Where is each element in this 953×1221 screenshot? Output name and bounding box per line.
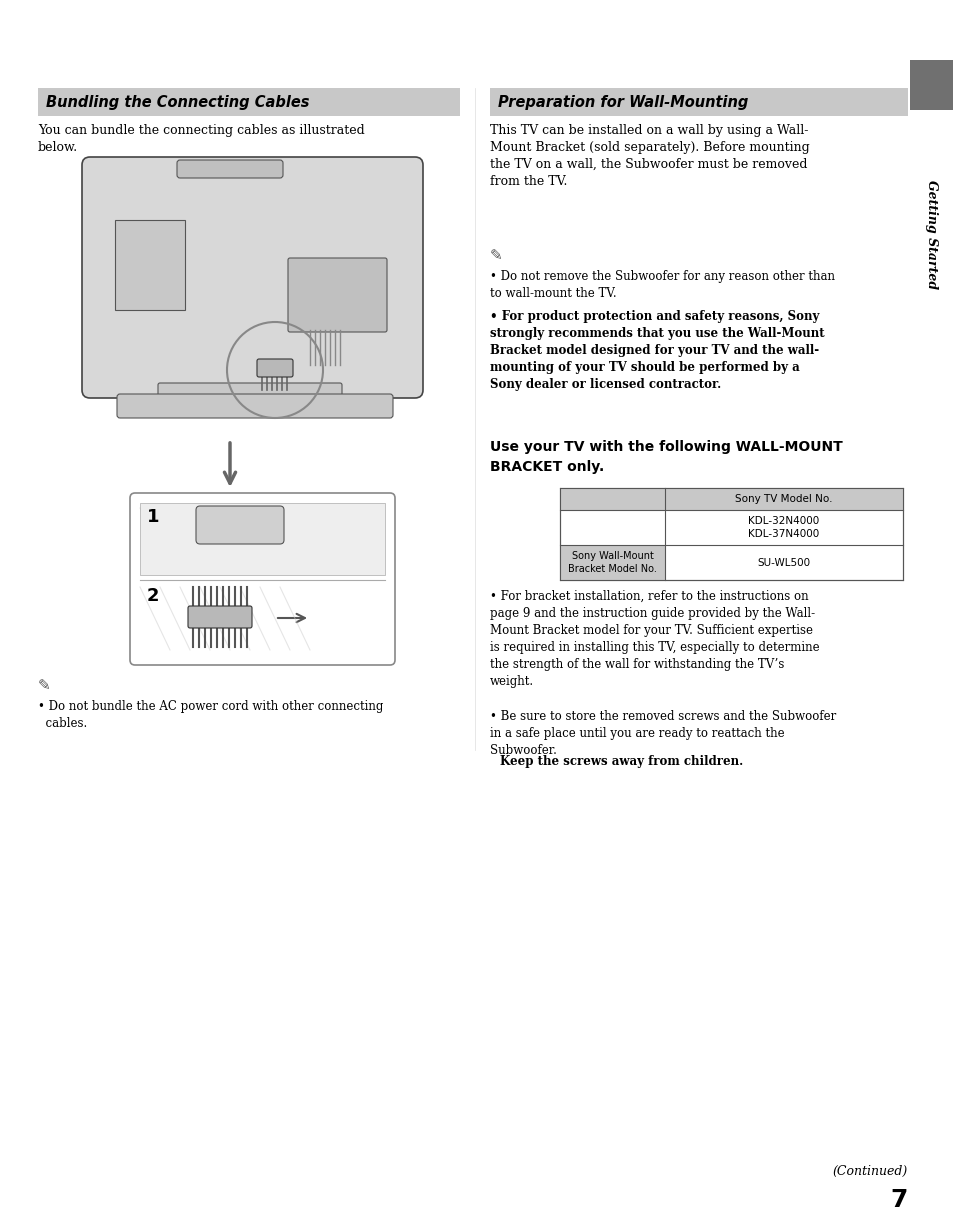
Text: KDL-32N4000
KDL-37N4000: KDL-32N4000 KDL-37N4000 [747, 516, 819, 540]
Text: 7: 7 [890, 1188, 907, 1212]
Text: You can bundle the connecting cables as illustrated
below.: You can bundle the connecting cables as … [38, 125, 364, 154]
Bar [140, 503, 385, 575]
Bar [559, 488, 902, 580]
FancyBboxPatch shape [195, 505, 284, 545]
Text: ✎: ✎ [490, 248, 502, 263]
FancyBboxPatch shape [256, 359, 293, 377]
Bar [909, 60, 953, 110]
Text: BRACKET only.: BRACKET only. [490, 460, 603, 474]
Text: Bundling the Connecting Cables: Bundling the Connecting Cables [46, 94, 309, 110]
Text: • Do not remove the Subwoofer for any reason other than
to wall-mount the TV.: • Do not remove the Subwoofer for any re… [490, 270, 834, 300]
Text: • For product protection and safety reasons, Sony
strongly recommends that you u: • For product protection and safety reas… [490, 310, 823, 391]
Text: Preparation for Wall-Mounting: Preparation for Wall-Mounting [497, 94, 747, 110]
FancyBboxPatch shape [82, 158, 422, 398]
Text: 2: 2 [147, 587, 159, 604]
Text: This TV can be installed on a wall by using a Wall-
Mount Bracket (sold separate: This TV can be installed on a wall by us… [490, 125, 809, 188]
Text: • For bracket installation, refer to the instructions on
page 9 and the instruct: • For bracket installation, refer to the… [490, 590, 819, 687]
Bar [559, 488, 902, 510]
Text: Use your TV with the following WALL-MOUNT: Use your TV with the following WALL-MOUN… [490, 440, 841, 454]
FancyBboxPatch shape [130, 493, 395, 665]
Text: ✎: ✎ [38, 678, 51, 694]
Bar [559, 545, 664, 580]
FancyBboxPatch shape [117, 394, 393, 418]
Text: • Do not bundle the AC power cord with other connecting
  cables.: • Do not bundle the AC power cord with o… [38, 700, 383, 730]
Bar [664, 488, 902, 510]
FancyBboxPatch shape [188, 606, 252, 628]
Text: • Be sure to store the removed screws and the Subwoofer
in a safe place until yo: • Be sure to store the removed screws an… [490, 709, 836, 757]
Bar [38, 88, 459, 116]
Text: Sony Wall-Mount
Bracket Model No.: Sony Wall-Mount Bracket Model No. [567, 551, 657, 574]
FancyBboxPatch shape [288, 258, 387, 332]
Text: Keep the screws away from children.: Keep the screws away from children. [499, 755, 742, 768]
FancyBboxPatch shape [158, 383, 341, 402]
Bar [490, 88, 907, 116]
Text: SU-WL500: SU-WL500 [757, 558, 810, 568]
Bar [115, 220, 185, 310]
Text: Getting Started: Getting Started [924, 181, 938, 289]
FancyBboxPatch shape [177, 160, 283, 178]
Text: (Continued): (Continued) [832, 1165, 907, 1178]
Text: 1: 1 [147, 508, 159, 526]
Text: Sony TV Model No.: Sony TV Model No. [735, 495, 832, 504]
